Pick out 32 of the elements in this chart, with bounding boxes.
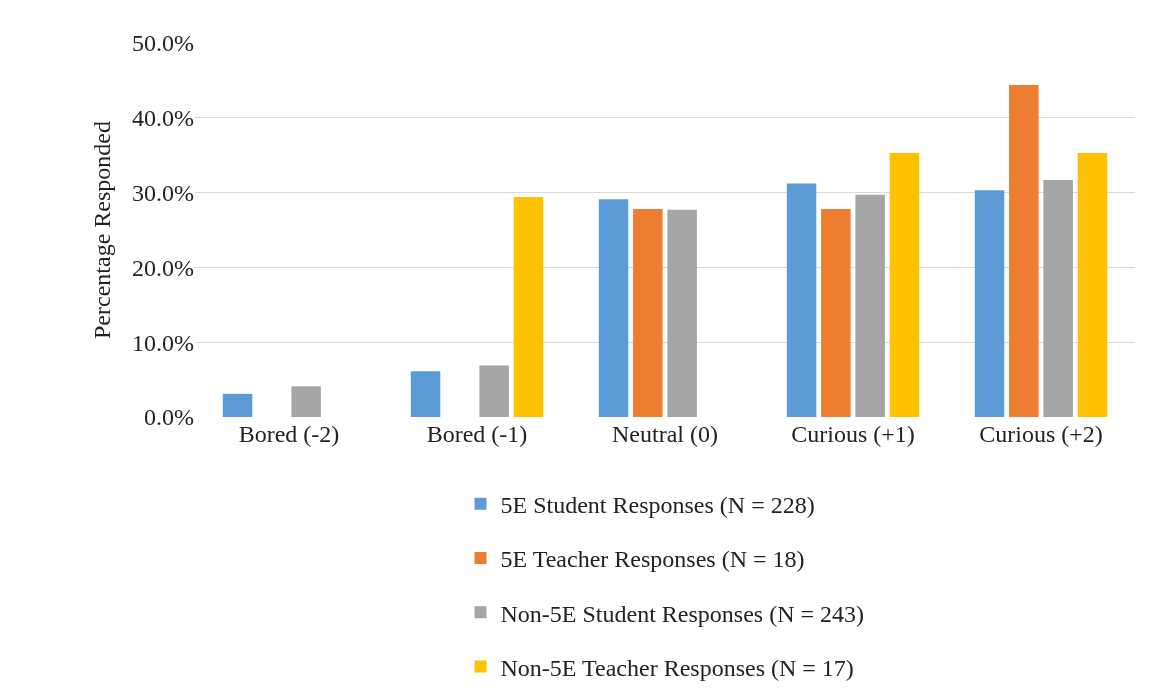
bar [513,197,544,417]
bar [410,371,441,417]
y-axis-title: Percentage Responded [89,121,116,339]
bar [667,209,697,417]
legend-label: Non-5E Student Responses (N = 243) [500,600,865,627]
x-tick-label: Neutral (0) [612,421,718,447]
legend-label: 5E Student Responses (N = 228) [500,492,815,519]
y-tick-label: 50.0% [132,30,194,57]
bar [291,386,321,417]
y-tick-label: 40.0% [132,105,194,132]
x-tick-label: Curious (+1) [791,421,915,447]
x-tick-label: Bored (-1) [426,421,528,447]
x-tick-label: Bored (-2) [238,421,340,447]
legend-label: 5E Teacher Responses (N = 18) [500,546,805,573]
bar [222,393,253,417]
bar [633,209,663,417]
bar [1043,179,1073,417]
bar [786,183,817,417]
legend-label: Non-5E Teacher Responses (N = 17) [500,654,854,681]
bar [974,190,1005,417]
bar [598,199,629,417]
y-tick-label: 10.0% [132,329,194,356]
y-tick-label: 20.0% [132,254,194,281]
y-tick-label: 0.0% [144,404,194,431]
bar [889,152,920,417]
bar [1077,152,1108,417]
bar [1009,84,1039,417]
y-tick-label: 30.0% [132,180,194,206]
bar [821,209,851,417]
bar [855,194,885,417]
bar [479,365,509,417]
x-tick-label: Curious (+2) [979,421,1103,447]
